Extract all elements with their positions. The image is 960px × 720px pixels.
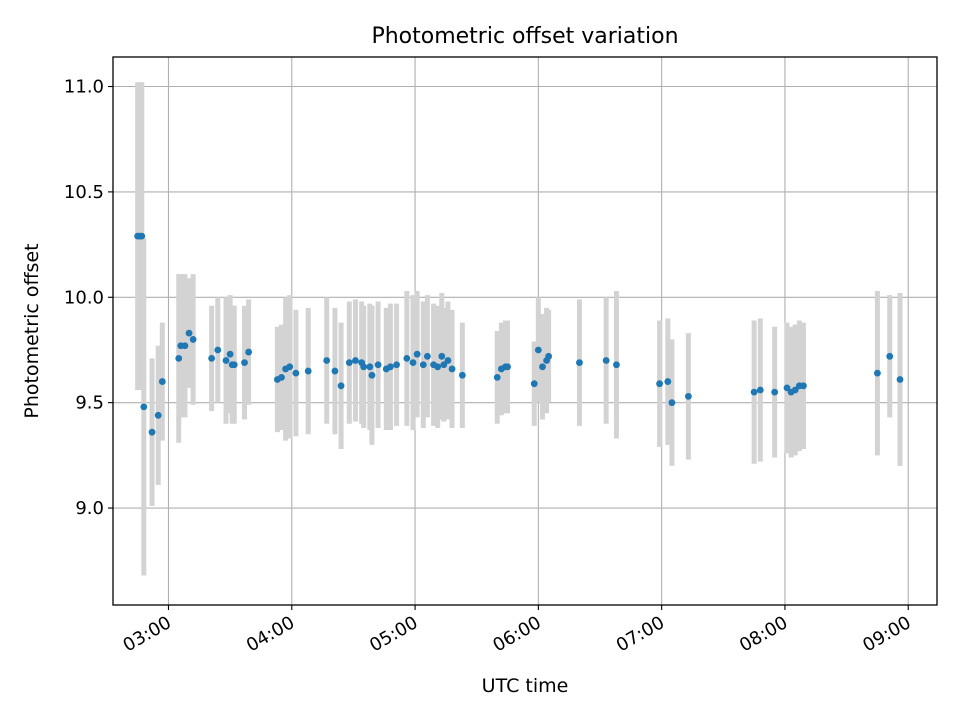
x-axis-title: UTC time [482, 675, 569, 697]
data-point [366, 363, 374, 371]
data-point [208, 355, 216, 362]
data-point [278, 373, 285, 381]
data-point [154, 411, 162, 419]
data-point [413, 350, 421, 358]
data-point [664, 378, 672, 385]
data-point [185, 329, 193, 337]
data-point [684, 392, 692, 400]
data-point [148, 428, 156, 436]
data-point [438, 352, 446, 360]
data-point [409, 359, 417, 367]
data-point [222, 357, 230, 364]
data-point [874, 369, 881, 377]
data-point [896, 376, 904, 383]
data-point [458, 371, 466, 379]
data-point [545, 352, 553, 360]
y-tick-label: 11.0 [64, 77, 104, 98]
data-point [158, 378, 166, 385]
data-point [534, 346, 542, 354]
data-point [613, 361, 620, 369]
data-point [286, 363, 294, 371]
y-tick-label: 10.0 [64, 287, 104, 308]
data-point [245, 348, 253, 356]
data-point [444, 357, 452, 364]
data-point [175, 355, 183, 362]
data-point [656, 380, 663, 388]
data-point [493, 373, 501, 381]
data-point [387, 363, 394, 371]
data-point [419, 361, 427, 369]
data-point [886, 352, 894, 360]
data-point [331, 367, 339, 375]
data-point [352, 357, 359, 364]
y-tick-label: 9.0 [75, 498, 104, 519]
data-point [368, 371, 376, 379]
data-points [134, 232, 904, 436]
data-point [448, 365, 456, 373]
data-point [602, 357, 610, 364]
data-point [181, 342, 189, 350]
y-tick-label: 9.5 [75, 393, 104, 414]
data-point [226, 350, 234, 358]
data-point [374, 361, 382, 369]
y-tick-label: 10.5 [64, 182, 104, 203]
data-point [668, 399, 676, 407]
data-point [576, 359, 583, 367]
data-point [241, 359, 248, 367]
data-point [783, 384, 791, 392]
data-point [530, 380, 538, 388]
y-axis-title: Photometric offset [21, 243, 43, 418]
data-point [337, 382, 345, 390]
data-point [800, 382, 807, 390]
data-point [360, 363, 368, 371]
data-point [292, 369, 300, 377]
data-point [771, 388, 779, 396]
data-point [539, 363, 546, 371]
data-point [323, 357, 331, 364]
data-point [140, 403, 148, 411]
data-point [791, 386, 799, 394]
data-point [138, 232, 146, 240]
data-point [403, 355, 411, 362]
chart-title: Photometric offset variation [371, 24, 678, 49]
plot-frame [112, 56, 938, 606]
data-point [504, 363, 511, 371]
data-point [393, 361, 400, 369]
data-point [423, 352, 431, 360]
data-point [750, 388, 758, 396]
data-point [214, 346, 222, 354]
data-point [756, 386, 764, 394]
data-point [230, 361, 238, 369]
data-point [304, 367, 312, 375]
data-point [434, 363, 442, 371]
data-point [345, 359, 353, 367]
data-point [189, 336, 197, 343]
data-point [440, 361, 448, 369]
